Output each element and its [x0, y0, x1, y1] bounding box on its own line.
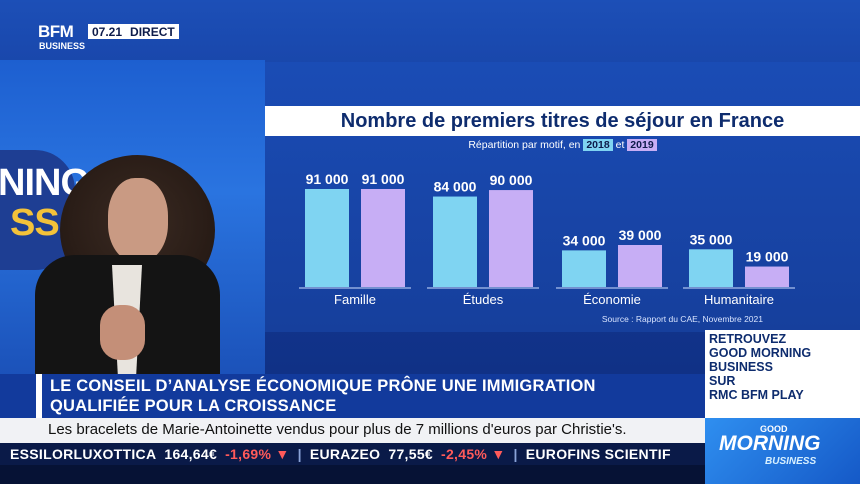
promo-line: GOOD MORNING [709, 346, 812, 360]
bar-2019-0 [361, 189, 405, 287]
headline-banner: LE CONSEIL D’ANALYSE ÉCONOMIQUE PRÔNE UN… [0, 374, 705, 418]
headline-accent [36, 374, 42, 418]
show-logo-morning: MORNING [719, 432, 821, 455]
bar-value-label: 91 000 [362, 171, 405, 187]
ticker-separator: | [297, 446, 302, 462]
ticker-price: 164,64€ [164, 446, 218, 462]
category-label: Économie [583, 292, 641, 307]
bar-chart: 91 000 91 000 Famille 84 000 90 000 Études 34 … [299, 171, 795, 307]
bar-2018-0 [305, 189, 349, 287]
studio-backdrop: NING SS [0, 60, 265, 390]
presenter-hands [100, 305, 145, 360]
bar-value-label: 90 000 [490, 172, 533, 188]
bar-value-label: 84 000 [434, 179, 477, 195]
news-line: Les bracelets de Marie-Antoinette vendus… [0, 418, 705, 443]
bar-2018-1 [433, 196, 477, 287]
bar-2018-2 [562, 250, 606, 287]
promo-line: RETROUVEZ [709, 332, 787, 346]
chart-title-band [265, 106, 860, 136]
legend-2019: 2019 [627, 139, 657, 151]
bottom-bar [0, 465, 705, 484]
bar-value-label: 19 000 [746, 249, 789, 265]
headline-line: LE CONSEIL D’ANALYSE ÉCONOMIQUE PRÔNE UN… [50, 377, 596, 395]
ticker-row: ESSILORLUXOTTICA 164,64€ -1,69% ▼ | EURAZEO 7… [10, 446, 671, 462]
ticker-change: -1,69% ▼ [225, 446, 290, 462]
studio-screen-text: SS [10, 202, 60, 244]
show-logo: GOOD MORNING BUSINESS [705, 418, 860, 484]
bar-2019-1 [489, 190, 533, 287]
ticker-stock-name: EUROFINS SCIENTIF [525, 446, 671, 462]
promo-line: BUSINESS [709, 360, 773, 374]
subtitle-connector: et [615, 139, 625, 151]
news-text: Les bracelets de Marie-Antoinette vendus… [48, 421, 627, 438]
show-logo-good: GOOD [760, 424, 788, 434]
promo-text: RETROUVEZ GOOD MORNING BUSINESS SUR RMC … [709, 332, 811, 402]
ticker-stock-name: ESSILORLUXOTTICA [10, 446, 157, 462]
show-logo-business: BUSINESS [765, 456, 817, 467]
bar-2018-3 [689, 249, 733, 287]
bar-2019-2 [618, 245, 662, 287]
headline-line: QUALIFIÉE POUR LA CROISSANCE [50, 397, 337, 415]
bar-value-label: 91 000 [306, 171, 349, 187]
bar-value-label: 35 000 [690, 231, 733, 247]
time-bar: 07.21 DIRECT [88, 24, 179, 39]
category-label: Famille [334, 292, 376, 307]
logo-bfm: BFM [38, 22, 74, 41]
logo-business: BUSINESS [39, 41, 86, 51]
subtitle-prefix: Répartition par motif, en [468, 139, 581, 151]
ticker-separator: | [513, 446, 518, 462]
category-label: Études [463, 292, 504, 307]
ticker-change: -2,45% ▼ [441, 446, 506, 462]
ticker-stock-name: EURAZEO [309, 446, 381, 462]
presenter-face [108, 178, 168, 262]
bar-value-label: 34 000 [563, 232, 606, 248]
chart-source: Source : Rapport du CAE, Novembre 2021 [601, 314, 763, 324]
chart-panel: Nombre de premiers titres de séjour en F… [265, 62, 860, 332]
ticker-price: 77,55€ [388, 446, 433, 462]
clock: 07.21 [92, 24, 123, 39]
category-label: Humanitaire [704, 292, 774, 307]
promo-line: SUR [709, 374, 736, 388]
bar-value-label: 39 000 [619, 227, 662, 243]
live-label: DIRECT [130, 24, 175, 39]
promo-box: RETROUVEZ GOOD MORNING BUSINESS SUR RMC … [705, 330, 860, 418]
headline-text: LE CONSEIL D’ANALYSE ÉCONOMIQUE PRÔNE UN… [50, 376, 596, 416]
channel-logo: BFM BUSINESS [38, 22, 86, 56]
chart-title: Nombre de premiers titres de séjour en F… [340, 110, 785, 132]
stock-ticker: ESSILORLUXOTTICA 164,64€ -1,69% ▼ | EURAZEO 7… [0, 443, 705, 465]
legend-2018: 2018 [583, 139, 613, 151]
chart-subtitle: Répartition par motif, en 2018 et 2019 [265, 139, 860, 151]
promo-line: RMC BFM PLAY [709, 388, 804, 402]
bar-2019-3 [745, 266, 789, 287]
